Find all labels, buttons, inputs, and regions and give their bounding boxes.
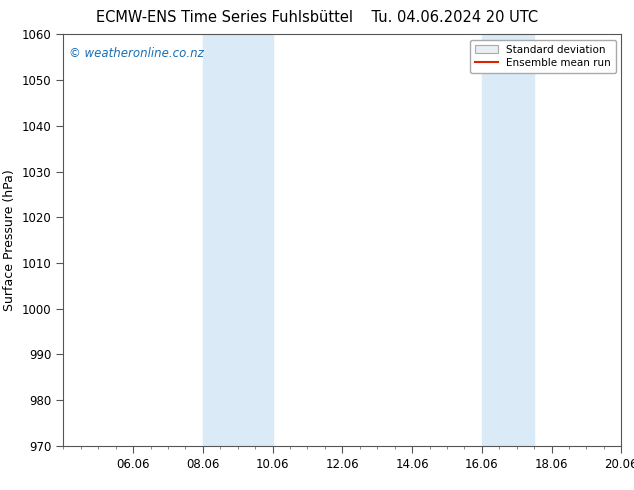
- Legend: Standard deviation, Ensemble mean run: Standard deviation, Ensemble mean run: [470, 40, 616, 73]
- Y-axis label: Surface Pressure (hPa): Surface Pressure (hPa): [3, 169, 16, 311]
- Text: ECMW-ENS Time Series Fuhlsbüttel    Tu. 04.06.2024 20 UTC: ECMW-ENS Time Series Fuhlsbüttel Tu. 04.…: [96, 10, 538, 25]
- Bar: [482, 34, 534, 446]
- Text: © weatheronline.co.nz: © weatheronline.co.nz: [69, 47, 204, 60]
- Bar: [203, 34, 273, 446]
